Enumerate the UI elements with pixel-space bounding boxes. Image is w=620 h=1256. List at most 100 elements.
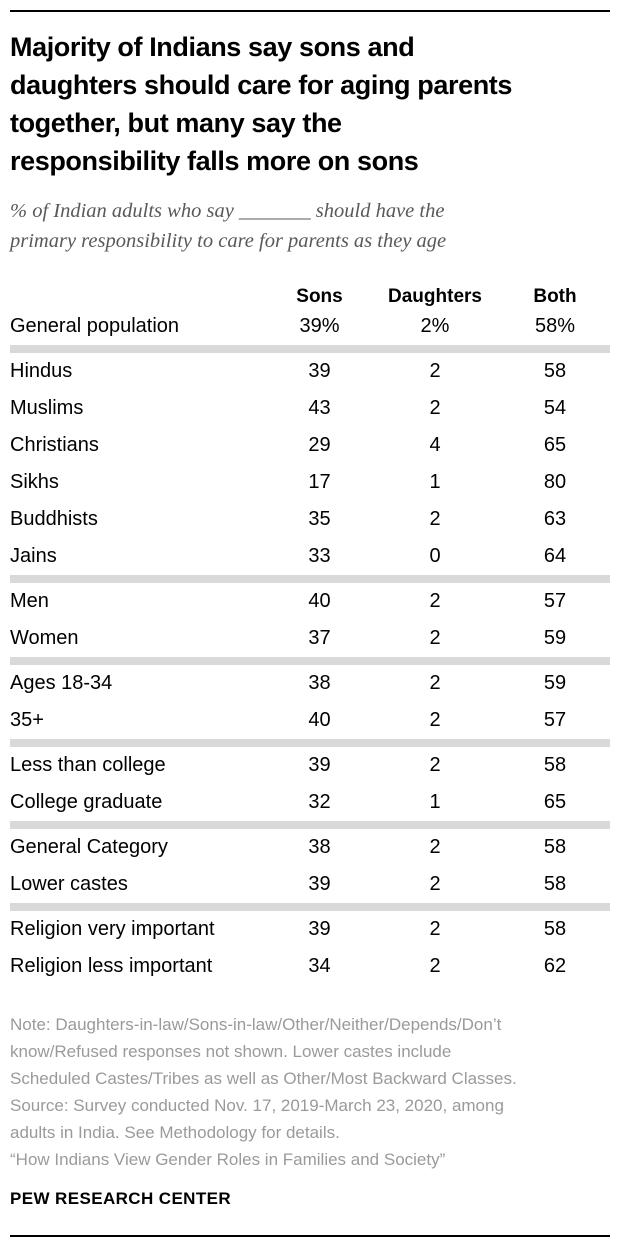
cell-sons: 38 (308, 836, 331, 858)
cell-daughters: 2 (429, 873, 441, 895)
brand-footer: PEW RESEARCH CENTER (10, 1189, 232, 1208)
table-row: General Category 38 2 58 (10, 829, 610, 866)
note-line: Source: Survey conducted Nov. 17, 2019-M… (10, 1096, 504, 1115)
subtitle-line: % of Indian adults who say _______ shoul… (10, 200, 445, 222)
cell-both: 57 (543, 590, 567, 612)
note-line: Note: Daughters-in-law/Sons-in-law/Other… (10, 1015, 502, 1034)
cell-both: 59 (543, 672, 567, 694)
row-label: Sikhs (10, 471, 59, 493)
cell-sons: 38 (308, 672, 331, 694)
cell-sons: 35 (308, 508, 331, 530)
note-text: Note: Daughters-in-law/Sons-in-law/Other… (10, 1011, 610, 1173)
cell-both: 58 (543, 754, 567, 776)
cell-daughters: 2 (429, 590, 441, 612)
cell-sons: 34 (308, 955, 331, 977)
row-label: Muslims (10, 397, 84, 419)
row-label: Buddhists (10, 508, 98, 530)
cell-daughters: 1 (429, 471, 441, 493)
table-row: Lower castes 39 2 58 (10, 866, 610, 903)
table-row: Hindus 39 2 58 (10, 353, 610, 390)
row-label: Men (10, 590, 49, 612)
table-row: Jains 33 0 64 (10, 538, 610, 575)
row-label: Lower castes (10, 873, 128, 895)
cell-daughters: 0 (429, 545, 441, 567)
cell-daughters: 2 (429, 709, 441, 731)
cell-sons: 39% (299, 315, 340, 337)
table-row: Buddhists 35 2 63 (10, 501, 610, 538)
cell-daughters: 1 (429, 791, 441, 813)
cell-both: 63 (543, 508, 567, 530)
table-row: 35+ 40 2 57 (10, 702, 610, 739)
table-row: Christians 29 4 65 (10, 427, 610, 464)
table-row: Women 37 2 59 (10, 620, 610, 657)
table-body: General population 39% 2% 58% Hindus 39 2 58 Mus… (10, 308, 610, 985)
row-label: 35+ (10, 709, 44, 731)
row-label: Religion less important (10, 955, 213, 977)
table-row: Less than college 39 2 58 (10, 747, 610, 784)
cell-both: 54 (543, 397, 567, 419)
title-line: together, but many say the (10, 108, 342, 138)
cell-both: 58 (543, 918, 567, 940)
row-label: College graduate (10, 791, 163, 813)
cell-sons: 39 (308, 873, 331, 895)
table-row: Sikhs 17 1 80 (10, 464, 610, 501)
cell-both: 62 (543, 955, 567, 977)
column-header-both: Both (533, 286, 577, 307)
cell-both: 57 (543, 709, 567, 731)
cell-daughters: 2 (429, 627, 441, 649)
column-header-sons: Sons (296, 286, 343, 307)
cell-both: 58 (543, 836, 567, 858)
cell-both: 58 (543, 360, 567, 382)
cell-sons: 33 (308, 545, 331, 567)
chart-title: Majority of Indians say sons and daughte… (10, 28, 610, 180)
row-label: Ages 18-34 (10, 672, 113, 694)
cell-daughters: 2% (420, 315, 450, 337)
title-line: daughters should care for aging parents (10, 70, 512, 100)
group-separator (10, 575, 610, 583)
cell-both: 65 (543, 434, 567, 456)
row-label: Religion very important (10, 918, 215, 940)
cell-sons: 17 (308, 471, 331, 493)
pew-chart-card: Majority of Indians say sons and daughte… (0, 10, 620, 1256)
cell-daughters: 2 (429, 508, 441, 530)
cell-sons: 39 (308, 360, 331, 382)
cell-sons: 32 (308, 791, 331, 813)
group-separator (10, 657, 610, 665)
group-separator (10, 345, 610, 353)
cell-both: 58 (543, 873, 567, 895)
cell-daughters: 2 (429, 397, 441, 419)
cell-daughters: 4 (429, 434, 441, 456)
row-label: Christians (10, 434, 99, 456)
group-separator (10, 739, 610, 747)
table-row: Ages 18-34 38 2 59 (10, 665, 610, 702)
cell-sons: 29 (308, 434, 331, 456)
cell-both: 65 (543, 791, 567, 813)
row-label: Less than college (10, 754, 166, 776)
cell-sons: 37 (308, 627, 331, 649)
cell-sons: 40 (308, 709, 331, 731)
note-line: Scheduled Castes/Tribes as well as Other… (10, 1069, 517, 1088)
cell-daughters: 2 (429, 754, 441, 776)
table-row: Religion less important 34 2 62 (10, 948, 610, 985)
subtitle-line: primary responsibility to care for paren… (10, 230, 447, 252)
note-line: adults in India. See Methodology for det… (10, 1123, 340, 1142)
cell-both: 58% (534, 315, 576, 337)
note-line: know/Refused responses not shown. Lower … (10, 1042, 452, 1061)
table-row: Men 40 2 57 (10, 583, 610, 620)
cell-both: 59 (543, 627, 567, 649)
cell-daughters: 2 (429, 918, 441, 940)
group-separator (10, 903, 610, 911)
bottom-rule (10, 1235, 610, 1237)
cell-both: 64 (543, 545, 567, 567)
top-rule (10, 10, 610, 12)
table-row: Muslims 43 2 54 (10, 390, 610, 427)
cell-sons: 40 (308, 590, 331, 612)
cell-daughters: 2 (429, 955, 441, 977)
cell-both: 80 (543, 471, 567, 493)
cell-daughters: 2 (429, 672, 441, 694)
row-label: Women (10, 627, 79, 649)
row-label: Hindus (10, 360, 73, 382)
data-table: Sons Daughters Both General population 39… (10, 278, 610, 985)
cell-sons: 43 (308, 397, 331, 419)
row-label: General population (10, 315, 180, 337)
